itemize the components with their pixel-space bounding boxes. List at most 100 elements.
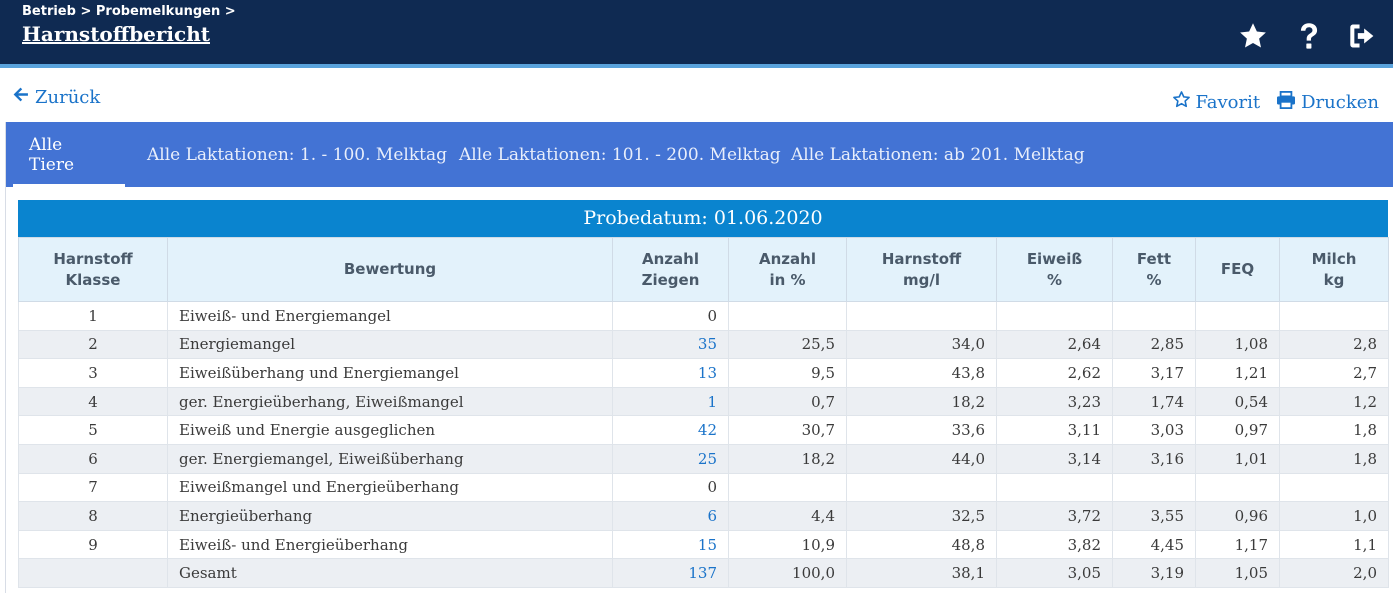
column-header: Eiweiß%	[996, 237, 1113, 302]
rating-cell: Energiemangel	[167, 329, 613, 360]
report-date-title: Probedatum: 01.06.2020	[18, 200, 1388, 237]
milk-cell: 2,0	[1279, 558, 1389, 588]
protein-cell: 3,05	[996, 558, 1113, 588]
goat-count-cell[interactable]: 6	[612, 501, 729, 531]
table-row: 4 ger. Energieüberhang, Eiweißmangel 1 0,7 1…	[18, 386, 1389, 417]
tab-melktag-101-200[interactable]: Alle Laktationen: 101. - 200. Melktag	[459, 144, 781, 165]
feq-cell	[1195, 301, 1280, 331]
milk-cell: 2,7	[1279, 358, 1389, 388]
column-header-line2: kg	[1323, 270, 1345, 289]
back-label: Zurück	[35, 86, 101, 108]
feq-cell: 0,97	[1195, 415, 1280, 445]
table-row: 7 Eiweißmangel und Energieüberhang 0	[18, 472, 1389, 503]
rating-cell: Eiweißmangel und Energieüberhang	[167, 472, 613, 503]
protein-cell: 2,64	[996, 329, 1113, 360]
print-button[interactable]: Drucken	[1276, 90, 1379, 114]
feq-cell	[1195, 472, 1280, 503]
column-header-line1: Harnstoff	[881, 249, 962, 268]
table-row: 2 Energiemangel 35 25,5 34,0 2,64 2,85 1,08 2,8	[18, 329, 1389, 360]
page-actions: Favorit Drucken	[1172, 90, 1379, 114]
column-header: Harnstoff Klasse	[18, 237, 168, 302]
urea-class-cell: 2	[18, 329, 168, 360]
goat-count-cell[interactable]: 42	[612, 415, 729, 445]
column-header: Fett%	[1112, 237, 1196, 302]
column-header-line1: Anzahl	[642, 249, 699, 268]
urea-cell: 32,5	[846, 501, 997, 531]
favorite-label: Favorit	[1195, 91, 1261, 113]
rating-cell: Eiweißüberhang und Energiemangel	[167, 358, 613, 388]
favorite-button[interactable]: Favorit	[1172, 90, 1261, 114]
urea-cell: 43,8	[846, 358, 997, 388]
goat-count-cell[interactable]: 137	[612, 558, 729, 588]
breadcrumb[interactable]: Betrieb > Probemelkungen >	[22, 4, 236, 19]
goat-count-cell[interactable]: 25	[612, 443, 729, 474]
goat-count-cell[interactable]: 13	[612, 358, 729, 388]
protein-cell: 3,72	[996, 501, 1113, 531]
milk-cell	[1279, 472, 1389, 503]
goat-count-cell[interactable]: 15	[612, 529, 729, 560]
star-icon[interactable]	[1237, 20, 1269, 52]
column-header-line1: Bewertung	[343, 260, 437, 278]
rating-cell: ger. Energieüberhang, Eiweißmangel	[167, 386, 613, 417]
goat-count-cell[interactable]: 35	[612, 329, 729, 360]
report-panel: Alle Tiere Alle Laktationen: 1. - 100. M…	[5, 122, 1393, 593]
feq-cell: 1,21	[1195, 358, 1280, 388]
tab-bar: Alle Tiere Alle Laktationen: 1. - 100. M…	[6, 122, 1393, 187]
print-label: Drucken	[1301, 91, 1379, 113]
column-header: FEQ	[1195, 237, 1280, 302]
urea-cell: 18,2	[846, 386, 997, 417]
feq-cell: 1,01	[1195, 443, 1280, 474]
urea-cell: 48,8	[846, 529, 997, 560]
app-header: Betrieb > Probemelkungen > Harnstoffberi…	[0, 0, 1393, 68]
urea-class-cell: 9	[18, 529, 168, 560]
milk-cell	[1279, 301, 1389, 331]
back-link[interactable]: Zurück	[12, 86, 100, 108]
urea-class-cell: 6	[18, 443, 168, 474]
fat-cell: 3,16	[1112, 443, 1196, 474]
urea-class-cell: 8	[18, 501, 168, 531]
fat-cell: 2,85	[1112, 329, 1196, 360]
urea-cell: 33,6	[846, 415, 997, 445]
percent-cell: 100,0	[728, 558, 847, 588]
percent-cell	[728, 301, 847, 331]
help-icon[interactable]	[1293, 20, 1325, 52]
column-header: Bewertung	[167, 237, 613, 302]
arrow-left-icon	[12, 86, 29, 108]
rating-cell: Eiweiß- und Energieüberhang	[167, 529, 613, 560]
percent-cell: 0,7	[728, 386, 847, 417]
rating-cell: ger. Energiemangel, Eiweißüberhang	[167, 443, 613, 474]
milk-cell: 2,8	[1279, 329, 1389, 360]
column-header: Anzahl Ziegen	[612, 237, 729, 302]
column-header-line1: Harnstoff	[53, 249, 133, 268]
table-row: 8 Energieüberhang 6 4,4 32,5 3,72 3,55 0,96 1,0	[18, 501, 1389, 531]
column-header-line1: Eiweiß	[1026, 249, 1083, 268]
rating-cell: Energieüberhang	[167, 501, 613, 531]
urea-cell: 38,1	[846, 558, 997, 588]
goat-count-cell[interactable]: 1	[612, 386, 729, 417]
table-body: 1 Eiweiß- und Energiemangel 0 2 Energiemange…	[18, 301, 1389, 588]
rating-cell: Eiweiß- und Energiemangel	[167, 301, 613, 331]
milk-cell: 1,0	[1279, 501, 1389, 531]
percent-cell: 10,9	[728, 529, 847, 560]
tab-alle-tiere[interactable]: Alle Tiere	[9, 122, 125, 187]
star-outline-icon	[1172, 90, 1191, 114]
column-header-line2: Ziegen	[641, 270, 700, 289]
column-header-line2: %	[1046, 270, 1063, 289]
urea-class-cell: 5	[18, 415, 168, 445]
fat-cell: 4,45	[1112, 529, 1196, 560]
column-header-line2: in %	[769, 270, 806, 289]
percent-cell: 30,7	[728, 415, 847, 445]
column-header-line1: FEQ	[1220, 260, 1255, 278]
feq-cell: 0,96	[1195, 501, 1280, 531]
feq-cell: 1,05	[1195, 558, 1280, 588]
logout-icon[interactable]	[1347, 20, 1379, 52]
urea-class-cell	[18, 558, 168, 588]
protein-cell	[996, 472, 1113, 503]
urea-class-cell: 7	[18, 472, 168, 503]
table-header-row: Harnstoff Klasse Bewertung Anzahl Ziegen Anza…	[18, 237, 1389, 302]
page-title[interactable]: Harnstoffbericht	[22, 22, 210, 46]
urea-cell: 34,0	[846, 329, 997, 360]
percent-cell: 18,2	[728, 443, 847, 474]
tab-melktag-1-100[interactable]: Alle Laktationen: 1. - 100. Melktag	[147, 144, 447, 165]
tab-melktag-ab-201[interactable]: Alle Laktationen: ab 201. Melktag	[791, 144, 1085, 165]
